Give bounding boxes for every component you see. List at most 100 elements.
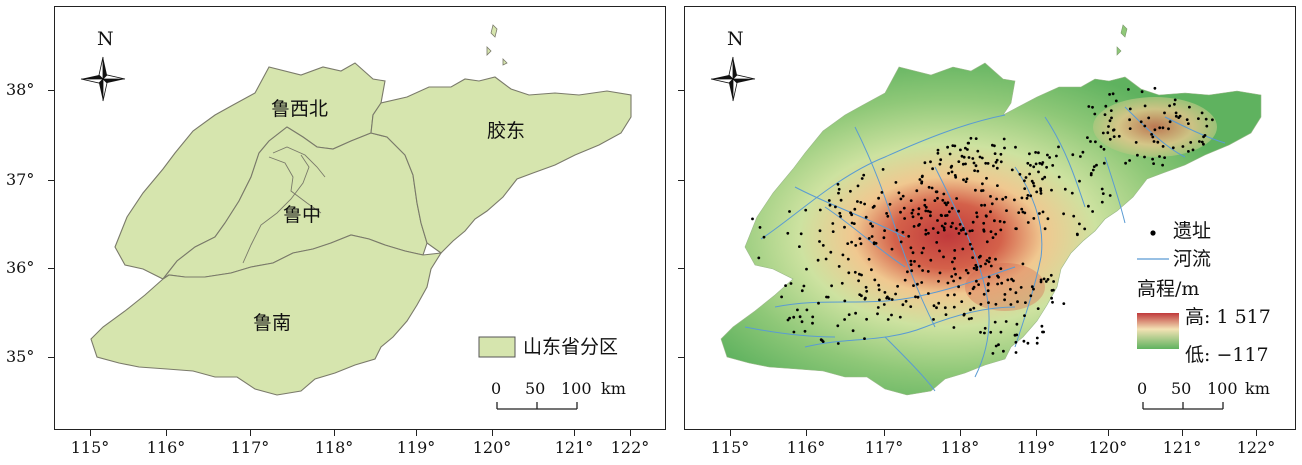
- site-dot: [857, 279, 860, 283]
- site-dot: [974, 164, 978, 168]
- map-panel-regions: N 鲁西北 胶东 鲁中 鲁南 山东省分区 0 50 100 km: [54, 6, 666, 430]
- site-dot: [1191, 148, 1195, 152]
- site-dot: [909, 263, 913, 266]
- site-dot: [929, 214, 932, 218]
- site-dot: [936, 219, 939, 222]
- site-dot: [953, 249, 957, 252]
- site-dot: [1104, 104, 1108, 108]
- site-dot: [961, 162, 965, 166]
- site-dot: [1114, 99, 1118, 103]
- site-dot: [1032, 165, 1036, 169]
- site-dot: [1070, 191, 1074, 195]
- site-dot: [818, 208, 822, 212]
- site-dot: [989, 195, 992, 198]
- site-dot: [979, 330, 982, 334]
- site-dot: [1087, 105, 1091, 108]
- site-dot: [953, 267, 956, 271]
- site-dot: [989, 264, 993, 268]
- site-dot: [828, 203, 832, 207]
- site-dot: [1091, 210, 1094, 213]
- site-dot: [985, 240, 989, 244]
- site-dot: [1002, 220, 1006, 224]
- site-dot: [1039, 280, 1043, 284]
- site-dot: [901, 303, 905, 307]
- site-dot: [917, 212, 920, 216]
- site-dot: [1204, 117, 1208, 121]
- site-dot: [981, 182, 984, 186]
- site-dot: [788, 210, 791, 213]
- county-lines: [242, 146, 326, 264]
- site-dot: [939, 213, 943, 217]
- site-dot: [990, 202, 994, 206]
- site-dot: [1029, 163, 1032, 167]
- site-dot: [964, 180, 968, 184]
- site-dot: [986, 283, 990, 287]
- site-dot: [1057, 145, 1060, 149]
- site-dot: [800, 320, 804, 324]
- site-dot: [968, 242, 972, 246]
- region-label-east: 胶东: [487, 120, 526, 142]
- site-dot: [1026, 161, 1030, 165]
- site-dot: [942, 192, 946, 196]
- site-dot: [952, 305, 956, 309]
- site-dot: [957, 209, 960, 213]
- site-dot: [984, 262, 987, 266]
- site-dot: [932, 318, 935, 321]
- site-dot: [916, 295, 920, 299]
- site-dot: [826, 295, 830, 299]
- site-dot: [1187, 122, 1190, 125]
- site-dot: [1063, 187, 1067, 191]
- site-dot: [941, 198, 945, 202]
- site-dot: [972, 266, 976, 270]
- site-dot: [965, 177, 969, 181]
- site-dot: [989, 230, 993, 234]
- site-dot: [993, 152, 997, 156]
- compass-rose-left: [80, 56, 126, 102]
- site-dot: [836, 182, 840, 186]
- site-dot: [994, 232, 998, 236]
- site-dot: [874, 241, 878, 245]
- site-dot: [1006, 278, 1010, 282]
- site-dot: [1010, 168, 1014, 172]
- site-dot: [946, 281, 950, 285]
- site-dot: [890, 313, 893, 317]
- site-dot: [973, 169, 976, 173]
- site-dot: [1023, 187, 1027, 191]
- site-dot: [786, 318, 790, 322]
- site-dot: [904, 299, 908, 303]
- site-dot: [881, 168, 885, 171]
- site-dot: [988, 256, 991, 260]
- site-dot: [994, 344, 998, 348]
- site-dot: [843, 318, 846, 321]
- site-dot: [942, 228, 946, 232]
- site-dot: [907, 234, 911, 238]
- site-dot: [784, 284, 787, 287]
- province-regions: [90, 62, 632, 396]
- site-dot: [957, 232, 961, 235]
- site-dot: [933, 199, 937, 203]
- site-dot: [974, 188, 977, 192]
- site-dot: [1071, 153, 1075, 157]
- site-dot: [843, 299, 847, 303]
- site-dot: [917, 264, 921, 268]
- site-dot: [853, 207, 857, 211]
- site-dot: [975, 215, 979, 219]
- site-dot: [1150, 133, 1153, 136]
- site-dot: [1026, 194, 1030, 197]
- site-dot: [1026, 221, 1030, 224]
- map-panel-elevation: N 遗址 河流 高程/m 高: 1 517 低: −117 0 50 100 k…: [684, 6, 1296, 430]
- site-dot: [920, 281, 924, 284]
- site-dot: [1153, 128, 1157, 132]
- site-dot: [1101, 192, 1105, 196]
- site-dot: [999, 228, 1003, 232]
- site-dot: [880, 191, 884, 194]
- site-dot: [1108, 194, 1112, 197]
- site-dot: [1046, 278, 1050, 281]
- site-dot: [1001, 197, 1005, 201]
- site-dot: [1205, 124, 1209, 128]
- region-label-south: 鲁南: [253, 312, 292, 334]
- site-dot: [758, 226, 762, 229]
- site-dot: [1050, 296, 1053, 300]
- site-dot: [890, 247, 894, 251]
- islands-right: [1116, 24, 1128, 56]
